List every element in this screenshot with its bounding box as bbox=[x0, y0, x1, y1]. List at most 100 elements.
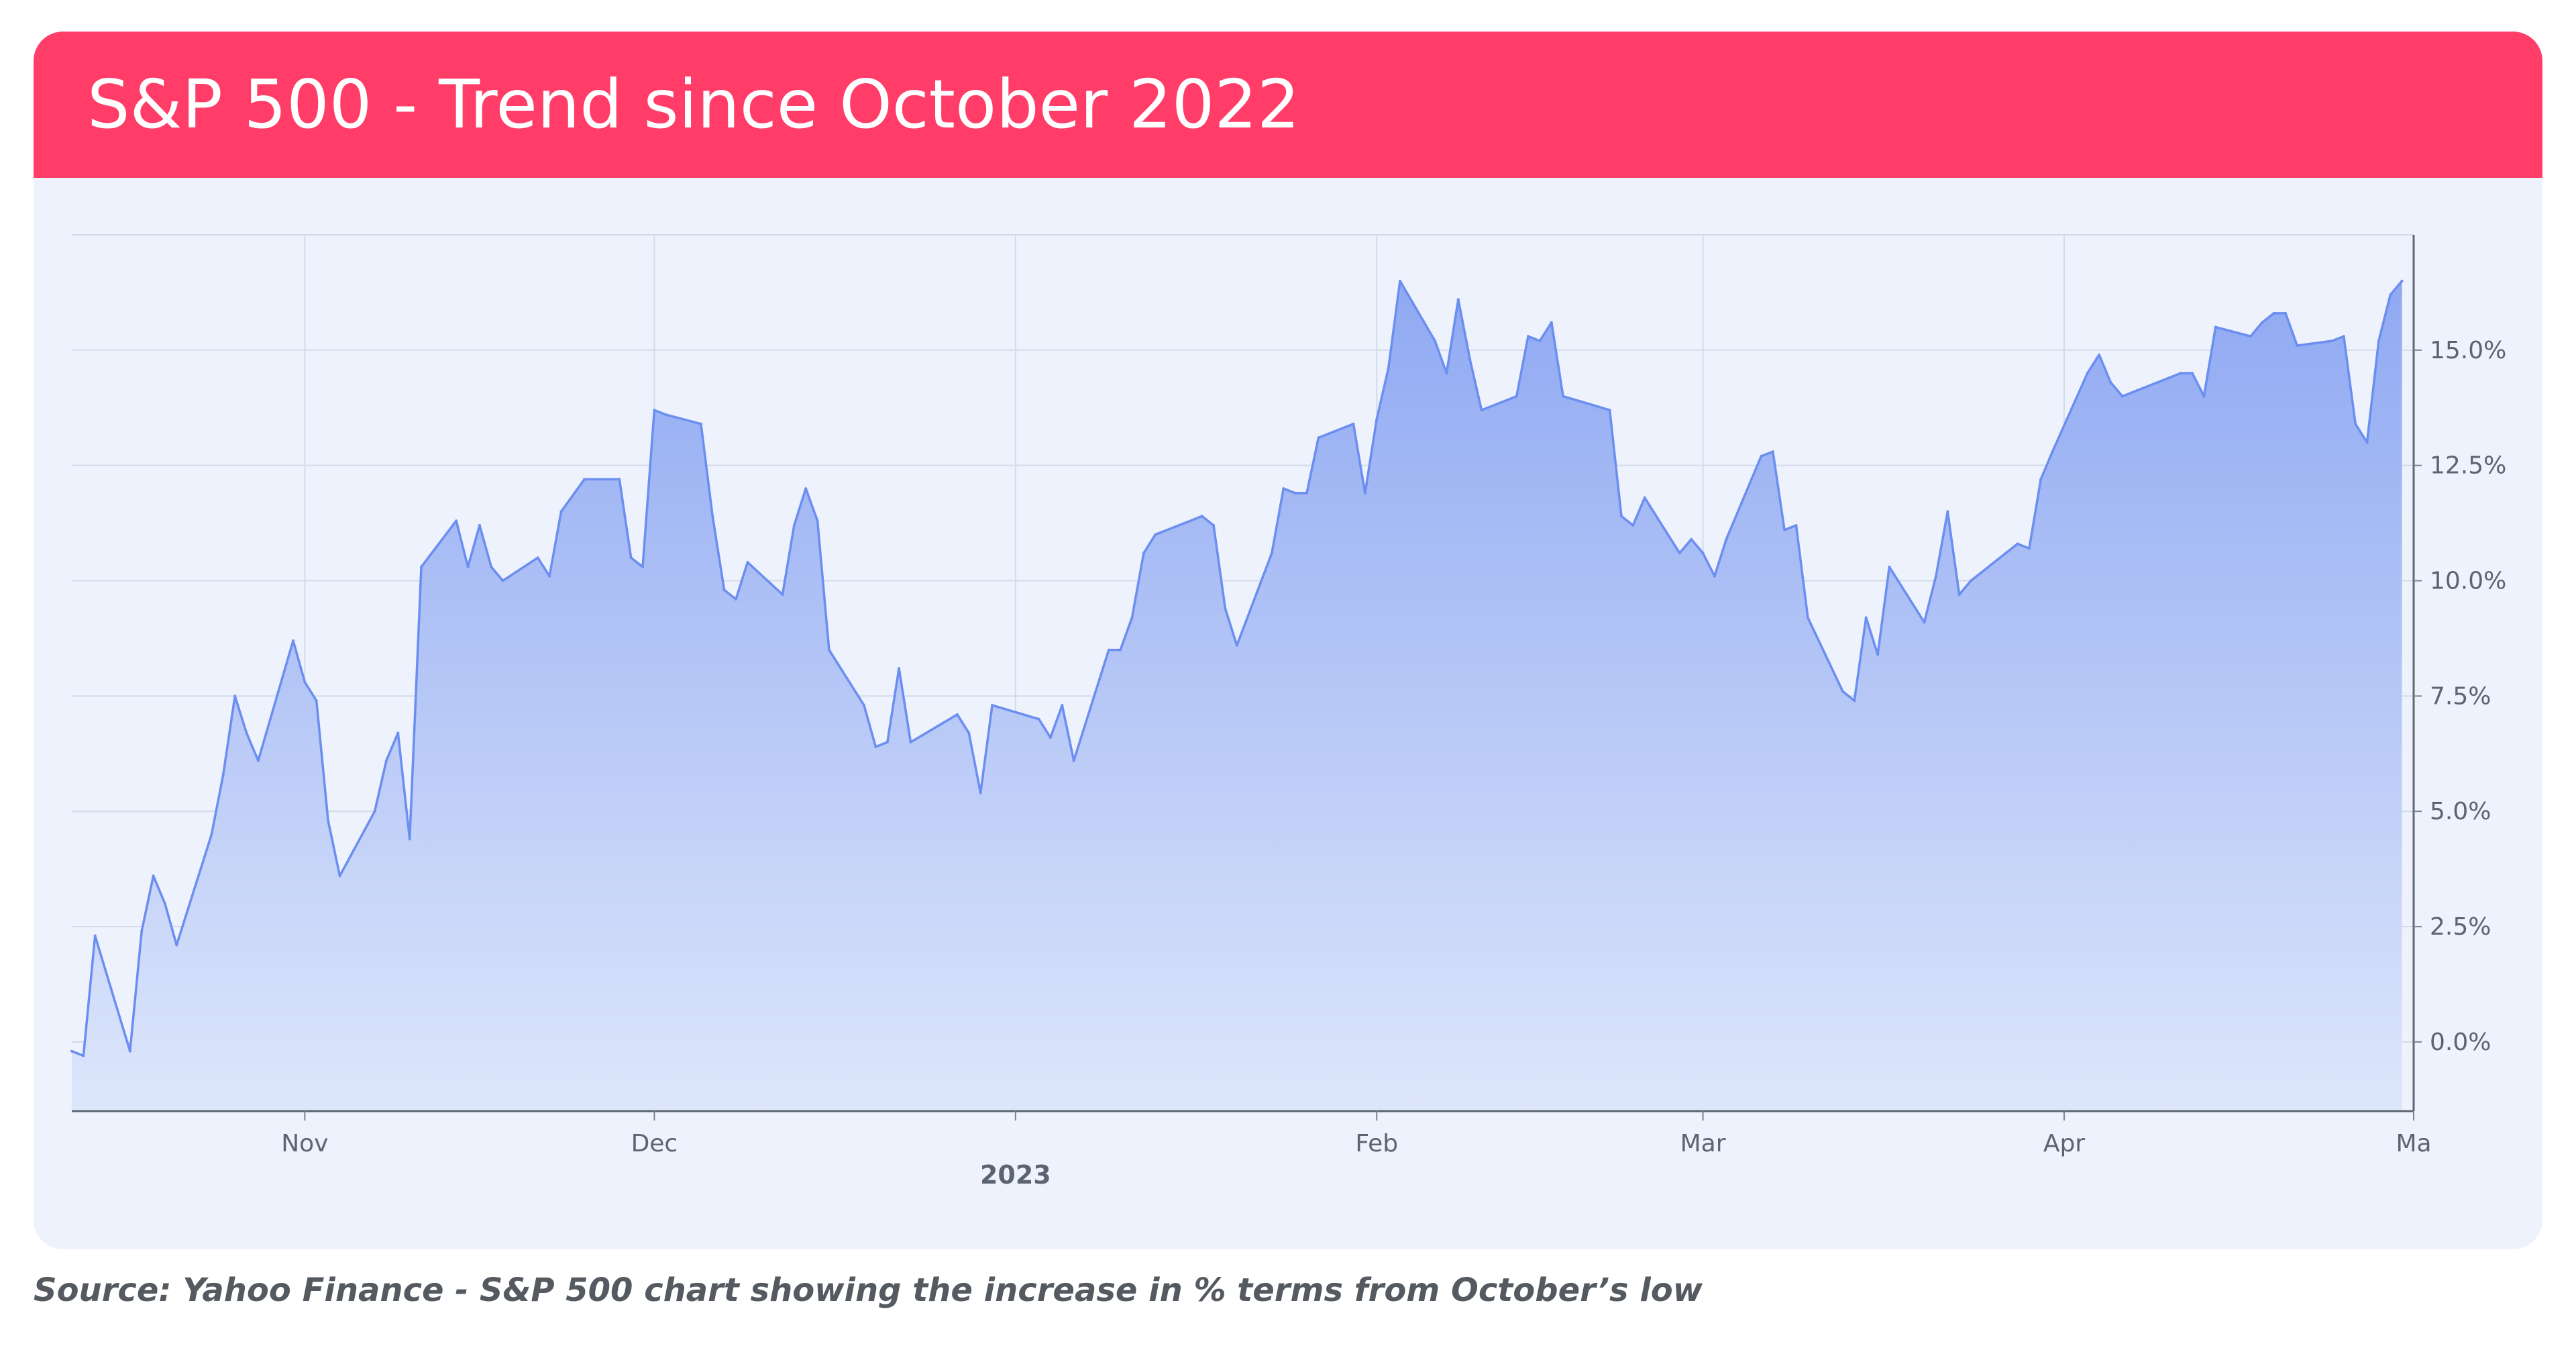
data-point bbox=[991, 704, 994, 707]
data-point bbox=[221, 773, 225, 776]
data-point bbox=[2296, 344, 2299, 347]
data-point bbox=[163, 902, 166, 905]
data-point bbox=[1456, 298, 1460, 301]
page-title: S&P 500 - Trend since October 2022 bbox=[87, 65, 1300, 144]
data-point bbox=[1293, 491, 1297, 495]
x-tick-label: Nov bbox=[281, 1130, 328, 1157]
data-point bbox=[1119, 648, 1122, 652]
data-point bbox=[548, 574, 551, 578]
data-point bbox=[664, 413, 667, 417]
data-point bbox=[210, 833, 213, 836]
data-point bbox=[979, 791, 982, 794]
data-point bbox=[1620, 515, 1623, 518]
data-point bbox=[863, 704, 865, 707]
data-point bbox=[735, 598, 737, 601]
data-point bbox=[1037, 717, 1040, 721]
data-point bbox=[1841, 690, 1844, 693]
data-point bbox=[2027, 547, 2031, 550]
data-point bbox=[1235, 643, 1238, 647]
data-point bbox=[1853, 699, 1856, 703]
data-point bbox=[2330, 340, 2334, 343]
data-point bbox=[1562, 395, 1565, 398]
data-point bbox=[1399, 279, 1401, 282]
data-point bbox=[466, 565, 470, 568]
data-point bbox=[408, 837, 411, 841]
y-tick-label: 0.0% bbox=[2430, 1029, 2491, 1056]
data-point bbox=[781, 593, 784, 596]
data-point bbox=[2004, 552, 2008, 555]
source-caption: Source: Yahoo Finance - S&P 500 chart sh… bbox=[34, 1271, 1703, 1309]
data-point bbox=[82, 1054, 85, 1057]
data-point bbox=[338, 874, 341, 878]
data-point bbox=[478, 524, 481, 527]
data-point bbox=[93, 934, 97, 937]
data-point bbox=[2039, 478, 2043, 481]
data-point bbox=[1970, 579, 1972, 582]
data-point bbox=[2342, 335, 2345, 338]
data-point bbox=[1480, 409, 1483, 412]
data-point bbox=[1864, 616, 1868, 619]
data-point bbox=[1270, 552, 1273, 555]
data-point bbox=[618, 478, 621, 481]
data-point bbox=[1515, 395, 1518, 398]
data-point bbox=[1678, 552, 1681, 555]
data-point bbox=[175, 943, 178, 947]
data-point bbox=[455, 519, 458, 523]
data-point bbox=[420, 565, 423, 568]
data-point bbox=[1049, 736, 1052, 739]
data-point bbox=[1527, 335, 1529, 338]
y-tick-label: 12.5% bbox=[2430, 452, 2506, 480]
data-point bbox=[2121, 395, 2124, 398]
data-point bbox=[1212, 524, 1216, 527]
data-point bbox=[140, 929, 144, 933]
y-tick-label: 2.5% bbox=[2430, 913, 2491, 941]
data-point bbox=[874, 745, 877, 748]
sp500-trend-chart: 0.0% 2.5% 5.0% 7.5% 10.0% 12.5% 15.0% Nov Dec 20… bbox=[70, 234, 2506, 1190]
data-point bbox=[1305, 491, 1308, 495]
data-point bbox=[1130, 616, 1134, 619]
data-point bbox=[490, 565, 493, 568]
data-point bbox=[967, 731, 971, 735]
data-point bbox=[2249, 335, 2252, 338]
data-point bbox=[746, 561, 749, 564]
data-point bbox=[722, 588, 726, 592]
data-point bbox=[1923, 621, 1926, 624]
data-point bbox=[292, 639, 294, 642]
data-point bbox=[1631, 524, 1635, 527]
data-point bbox=[1760, 454, 1763, 458]
data-point bbox=[641, 565, 644, 568]
data-point bbox=[629, 556, 633, 560]
data-point bbox=[792, 524, 796, 527]
x-tick-label: Feb bbox=[1355, 1130, 1398, 1157]
data-point bbox=[885, 741, 889, 744]
data-point bbox=[1701, 552, 1705, 555]
x-tick-label: Ma bbox=[2396, 1130, 2431, 1157]
data-point bbox=[2179, 372, 2182, 375]
data-point bbox=[1888, 565, 1891, 568]
x-tick-label: Apr bbox=[2043, 1130, 2085, 1157]
y-axis-ticks: 0.0% 2.5% 5.0% 7.5% 10.0% 12.5% 15.0% bbox=[2414, 337, 2506, 1056]
data-point bbox=[2051, 450, 2054, 454]
data-point bbox=[1934, 574, 1937, 578]
data-point bbox=[1072, 759, 1075, 762]
data-point bbox=[396, 731, 400, 735]
data-point bbox=[2109, 381, 2112, 384]
data-point bbox=[711, 515, 714, 518]
data-point bbox=[1946, 510, 1949, 513]
data-point bbox=[804, 487, 808, 490]
y-tick-label: 7.5% bbox=[2430, 682, 2491, 710]
data-point bbox=[2261, 321, 2264, 324]
data-point bbox=[2191, 372, 2194, 375]
data-point bbox=[1806, 616, 1809, 619]
y-tick-label: 15.0% bbox=[2430, 337, 2506, 364]
data-point bbox=[1387, 367, 1390, 370]
data-point bbox=[653, 409, 656, 412]
data-point bbox=[1468, 358, 1472, 361]
data-point bbox=[256, 759, 260, 762]
data-point bbox=[1957, 593, 1961, 596]
card-header: S&P 500 - Trend since October 2022 bbox=[34, 32, 2542, 178]
data-point bbox=[1200, 515, 1203, 518]
x-tick-label: Dec bbox=[631, 1130, 678, 1157]
data-points bbox=[70, 279, 2404, 1057]
data-point bbox=[1282, 487, 1285, 490]
